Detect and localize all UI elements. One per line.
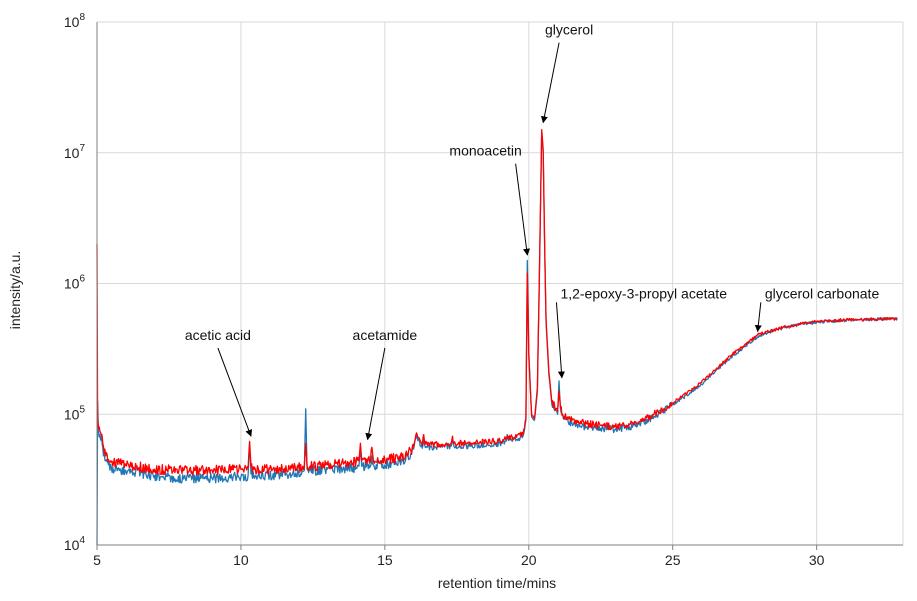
annotation-label-6: glycerol carbonate <box>765 285 880 301</box>
annotation-arrow-1 <box>217 347 253 437</box>
y-tick-label-2: 106 <box>64 274 86 292</box>
annotation-arrow-3 <box>515 163 531 256</box>
x-tick-label-30: 30 <box>809 552 825 568</box>
annotation-arrow-5 <box>555 302 565 379</box>
y-tick-label-0: 104 <box>64 535 86 553</box>
axes <box>96 22 903 550</box>
x-tick-label-5: 5 <box>93 552 101 568</box>
annotation-arrow-2 <box>365 347 386 441</box>
annotation-arrow-4 <box>540 42 560 124</box>
annotation-arrow-6 <box>754 302 762 333</box>
annotation-label-4: glycerol <box>545 22 593 38</box>
x-tick-label-20: 20 <box>521 552 537 568</box>
y-tick-label-4: 108 <box>64 12 86 30</box>
series-line-2 <box>96 129 898 476</box>
y-tick-label-3: 107 <box>64 143 86 161</box>
annotations: acetic acid acetamide monoacetin glycerol 1,… <box>185 22 880 441</box>
annotation-label-2: acetamide <box>353 327 418 343</box>
x-tick-label-10: 10 <box>233 552 249 568</box>
x-axis-title: retention time/mins <box>438 575 556 591</box>
x-tick-label-25: 25 <box>665 552 681 568</box>
tick-labels: 5 10 15 20 25 30 104 105 106 107 108 <box>64 12 825 568</box>
y-axis-title: intensity/a.u. <box>7 251 23 330</box>
series-layer <box>96 129 898 546</box>
x-tick-label-15: 15 <box>377 552 393 568</box>
y-tick-label-1: 105 <box>64 404 86 422</box>
annotation-label-1: acetic acid <box>185 327 251 343</box>
annotation-label-5: 1,2-epoxy-3-propyl acetate <box>560 285 727 301</box>
annotation-label-3: monoacetin <box>449 143 521 159</box>
grid-lines <box>97 21 904 545</box>
